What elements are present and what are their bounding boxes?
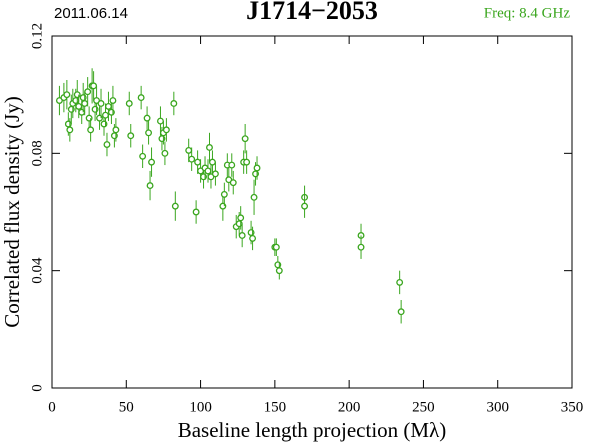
point [137,94,145,102]
y-tick-label: 0.08 [29,140,45,166]
point [125,100,133,107]
point [148,158,155,166]
subtitle: Freq: 8.4 GHz [484,5,571,21]
point [127,132,135,140]
point [97,100,105,107]
point [357,243,365,251]
point [188,155,196,163]
point [63,91,71,99]
point [112,126,120,134]
x-tick-label: 300 [486,399,509,415]
point [238,232,246,239]
point [105,102,112,110]
point [209,158,216,166]
point [103,141,111,148]
point [275,267,283,275]
point [204,167,212,175]
point [396,278,404,286]
point [84,88,92,96]
x-tick-label: 250 [412,399,435,415]
point [145,129,153,137]
point [237,214,245,222]
point [272,243,280,251]
point [206,144,213,151]
x-tick-label: 100 [189,399,212,415]
x-tick-label: 150 [264,399,287,415]
point [143,114,151,122]
point [253,164,261,172]
point [249,234,257,242]
date: 2011.06.14 [54,5,128,22]
point [161,149,169,157]
point [81,100,89,107]
point [102,111,109,119]
point [185,146,193,154]
plot-frame [51,35,573,389]
point [162,126,170,134]
y-tick-label: 0.12 [29,23,45,49]
point [171,202,179,210]
point [170,100,178,107]
point [243,158,251,166]
y-tick-label: 0 [29,384,45,392]
point [228,161,236,169]
x-tick-label: 350 [561,399,584,415]
point [109,97,117,104]
point [192,208,200,216]
point [220,190,228,198]
point [241,135,249,143]
x-tick-label: 0 [48,399,56,415]
x-axis-label: Baseline length projection (Mλ) [178,418,447,442]
point [146,182,154,190]
point [157,117,164,125]
point [90,82,98,90]
point [194,158,202,166]
point [397,308,405,316]
x-tick-label: 50 [119,399,134,415]
y-axis-label: Correlated flux density (Jy) [0,96,24,328]
point [139,152,147,160]
y-tick-label: 0.04 [29,257,45,284]
point [66,126,74,134]
point [87,126,95,134]
x-tick-label: 200 [338,399,361,415]
chart-title: J1714−2053 [246,0,378,25]
point [250,193,258,201]
point [229,179,237,187]
point [211,170,219,178]
point [75,102,83,110]
point [301,202,309,210]
